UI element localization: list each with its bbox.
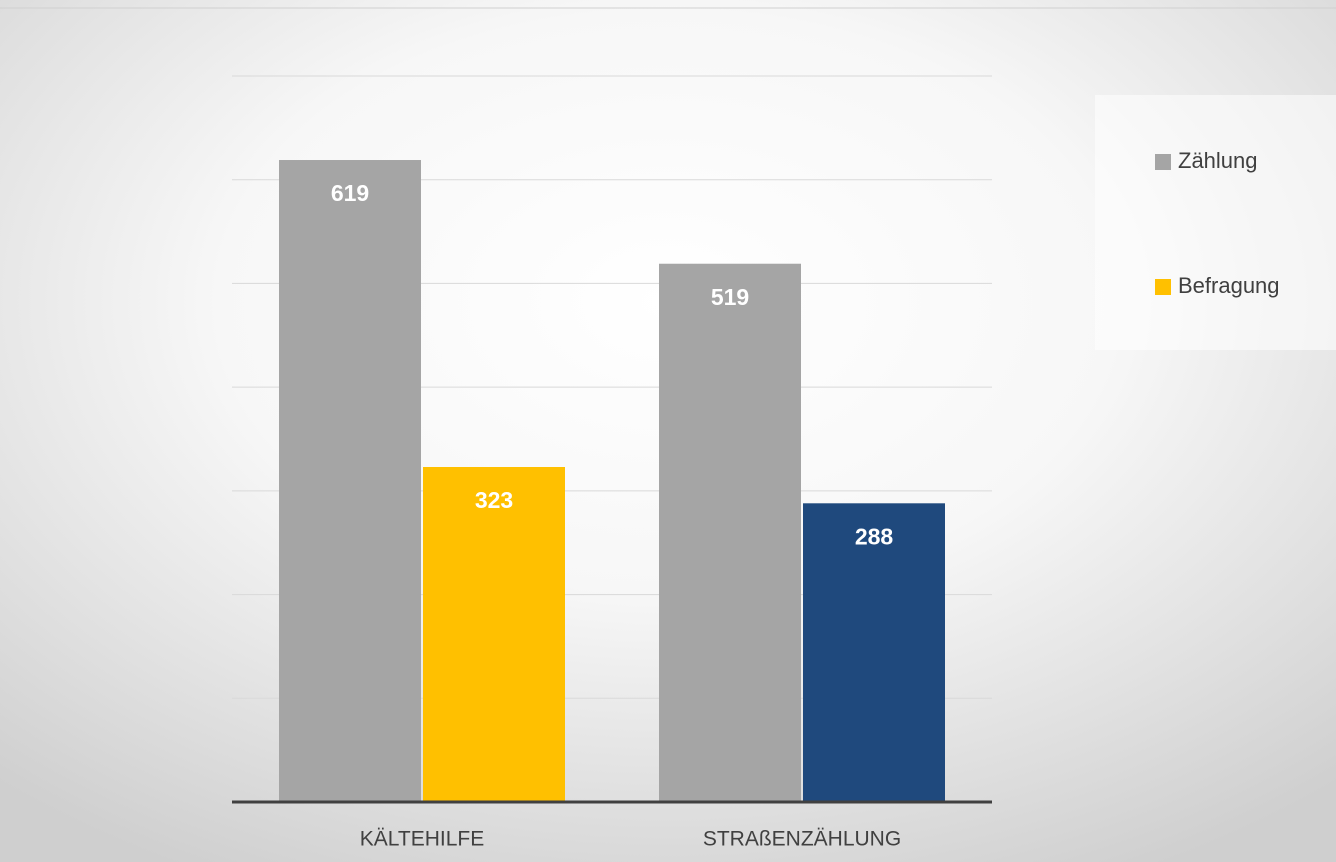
bar xyxy=(279,160,421,803)
legend-label: Befragung xyxy=(1178,273,1280,298)
legend-swatch xyxy=(1155,279,1171,295)
data-label: 323 xyxy=(475,487,513,513)
legend-swatch xyxy=(1155,154,1171,170)
x-tick-label: STRAßENZÄHLUNG xyxy=(703,828,901,851)
bar xyxy=(659,263,801,802)
bar xyxy=(803,503,945,802)
legend-box xyxy=(1095,95,1336,350)
data-label: 519 xyxy=(711,284,749,310)
x-tick-label: KÄLTEHILFE xyxy=(360,828,484,851)
legend-label: Zählung xyxy=(1178,148,1258,173)
bar xyxy=(423,467,565,802)
data-label: 619 xyxy=(331,180,369,206)
data-label: 288 xyxy=(855,523,894,549)
